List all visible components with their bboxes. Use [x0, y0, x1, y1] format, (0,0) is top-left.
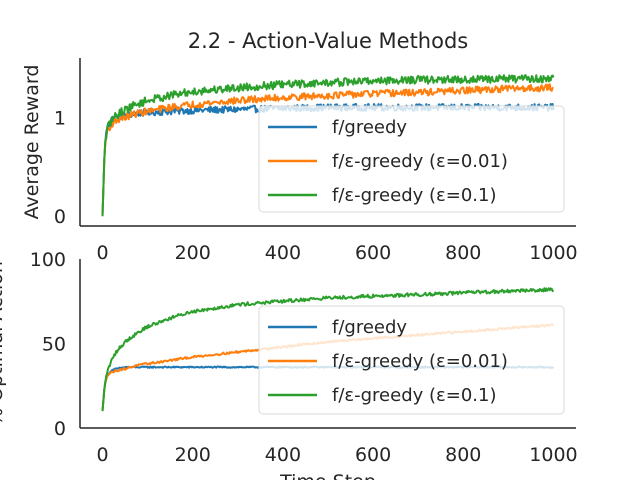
legend-label: f/ε-greedy (ε=0.1) [332, 385, 497, 406]
y-axis-label: Average Reward [21, 65, 43, 220]
x-tick-label: 800 [445, 444, 481, 466]
legend-label: f/ε-greedy (ε=0.01) [332, 351, 508, 372]
y-tick-label: 1 [54, 107, 66, 129]
series-line-2 [101, 83, 554, 217]
x-tick-label: 600 [355, 242, 391, 264]
x-tick-label: 0 [96, 242, 108, 264]
x-axis-label: Time Step [279, 471, 376, 480]
legend-label: f/ε-greedy (ε=0.01) [332, 151, 508, 172]
x-tick-label: 600 [355, 444, 391, 466]
x-tick-label: 400 [265, 444, 301, 466]
x-tick-label: 400 [265, 242, 301, 264]
legend-box [258, 305, 565, 415]
legend-label: f/ε-greedy (ε=0.1) [332, 185, 497, 206]
average-reward-panel: 0 200 400 600 800 1000 0 1 Average Reward f/greed… [21, 58, 578, 264]
x-tick-label: 1000 [529, 444, 577, 466]
series-line-3 [101, 74, 555, 217]
y-axis-label: % Optimal Action [0, 261, 7, 426]
x-tick-label: 0 [96, 444, 108, 466]
x-tick-label: 200 [175, 444, 211, 466]
x-tick-label: 1000 [529, 242, 577, 264]
y-tick-label: 50 [42, 334, 66, 356]
legend-label: f/greedy [332, 317, 407, 338]
y-tick-label: 100 [30, 249, 66, 271]
legend-box [258, 105, 565, 213]
optimal-action-panel: 0 200 400 600 800 1000 0 50 100 % Optimal Action f… [0, 249, 578, 466]
x-tick-label: 200 [175, 242, 211, 264]
legend: f/greedy f/ε-greedy (ε=0.01) f/ε-greedy (ε… [258, 105, 565, 213]
series-line-3 [101, 287, 555, 412]
chart-title: 2.2 - Action-Value Methods [188, 29, 469, 53]
x-tick-label: 800 [445, 242, 481, 264]
legend-label: f/greedy [332, 117, 407, 138]
y-tick-label: 0 [54, 418, 66, 440]
y-tick-label: 0 [54, 206, 66, 228]
legend: f/greedy f/ε-greedy (ε=0.01) f/ε-greedy (ε… [258, 305, 565, 415]
